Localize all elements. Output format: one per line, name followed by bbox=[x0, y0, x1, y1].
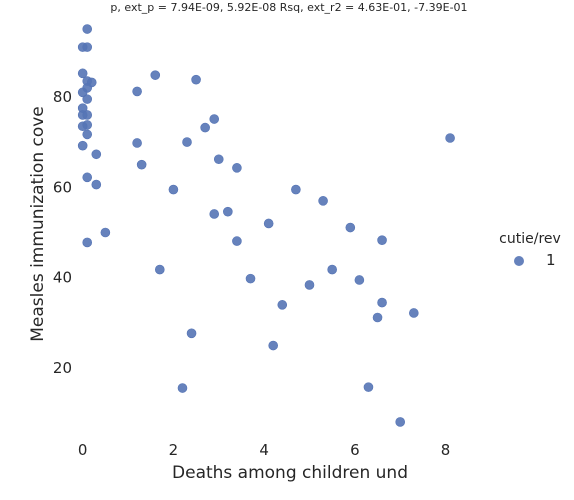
data-point bbox=[327, 264, 337, 275]
data-point bbox=[345, 222, 356, 233]
data-point bbox=[82, 42, 93, 52]
y-tick-label: 80 bbox=[53, 88, 72, 106]
data-point bbox=[245, 273, 256, 284]
data-point bbox=[291, 184, 301, 195]
y-tick-label: 60 bbox=[53, 178, 72, 196]
data-point bbox=[268, 340, 278, 351]
data-point bbox=[186, 328, 197, 339]
data-point bbox=[82, 24, 93, 34]
data-point bbox=[82, 120, 93, 130]
data-point bbox=[409, 308, 419, 318]
data-point bbox=[150, 70, 161, 80]
data-point bbox=[100, 227, 111, 238]
data-point bbox=[209, 114, 220, 124]
data-point bbox=[177, 383, 188, 393]
legend-marker bbox=[514, 256, 524, 266]
data-point bbox=[200, 122, 210, 133]
x-tick-label: 2 bbox=[169, 441, 179, 459]
x-tick-label: 4 bbox=[259, 441, 269, 459]
legend-label: 1 bbox=[546, 251, 556, 269]
data-point bbox=[82, 129, 93, 140]
data-point bbox=[395, 417, 406, 427]
x-axis-label: Deaths among children und bbox=[172, 463, 408, 483]
data-point bbox=[372, 312, 383, 323]
y-tick-label: 20 bbox=[53, 359, 72, 377]
legend: cutie/rev 1 bbox=[499, 231, 561, 269]
data-point bbox=[82, 172, 93, 183]
data-point bbox=[232, 163, 242, 173]
y-tick-label: 40 bbox=[53, 269, 72, 287]
data-point bbox=[304, 280, 315, 290]
data-point bbox=[277, 300, 288, 310]
data-point bbox=[77, 140, 88, 151]
data-point bbox=[182, 137, 192, 147]
data-point bbox=[363, 382, 374, 392]
data-point bbox=[168, 184, 179, 195]
data-point bbox=[77, 87, 88, 98]
data-point bbox=[318, 196, 328, 206]
data-point bbox=[132, 138, 142, 148]
y-axis-ticks: 20 40 60 80 bbox=[53, 88, 72, 377]
data-point bbox=[82, 94, 93, 104]
data-point bbox=[209, 209, 220, 219]
data-point bbox=[154, 264, 165, 275]
data-point bbox=[91, 149, 102, 160]
x-axis-ticks: 0 2 4 6 8 bbox=[78, 441, 450, 459]
data-point bbox=[82, 237, 93, 248]
x-tick-label: 6 bbox=[350, 441, 360, 459]
x-tick-label: 8 bbox=[441, 441, 451, 459]
data-point bbox=[377, 235, 387, 245]
y-axis-label: Measles immunization cove bbox=[28, 106, 48, 342]
x-tick-label: 0 bbox=[78, 441, 88, 459]
legend-title: cutie/rev bbox=[499, 231, 561, 247]
data-point bbox=[223, 206, 233, 217]
data-point bbox=[377, 297, 387, 308]
data-point bbox=[232, 236, 242, 246]
data-point bbox=[77, 68, 88, 79]
data-points bbox=[77, 24, 455, 427]
data-point bbox=[132, 86, 142, 97]
data-point bbox=[82, 110, 93, 120]
chart-title: p, ext_p = 7.94E-09, 5.92E-08 Rsq, ext_r… bbox=[110, 1, 467, 14]
data-point bbox=[91, 179, 102, 190]
data-point bbox=[213, 154, 224, 165]
data-point bbox=[136, 159, 147, 170]
data-point bbox=[354, 275, 365, 285]
data-point bbox=[191, 74, 201, 85]
data-point bbox=[263, 218, 274, 229]
data-point bbox=[445, 133, 455, 143]
